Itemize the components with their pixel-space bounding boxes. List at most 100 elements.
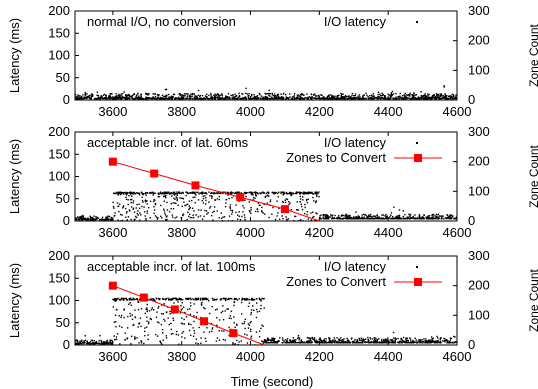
io-latency-point <box>253 93 255 96</box>
io-latency-point <box>335 97 337 100</box>
io-latency-point <box>446 214 449 217</box>
io-latency-point <box>250 209 252 211</box>
io-latency-point <box>251 97 253 100</box>
io-latency-point <box>267 93 270 95</box>
io-latency-point <box>159 340 161 342</box>
io-latency-point <box>174 192 176 195</box>
io-latency-point <box>412 339 414 342</box>
io-latency-point <box>383 340 385 342</box>
io-latency-point <box>180 309 182 311</box>
io-latency-point <box>134 336 136 338</box>
io-latency-point <box>281 337 284 339</box>
io-latency-point <box>145 92 147 95</box>
io-latency-point <box>98 218 101 221</box>
io-latency-point <box>145 326 148 328</box>
io-latency-point <box>383 96 386 99</box>
io-latency-point <box>450 337 453 340</box>
zones-marker <box>170 305 179 314</box>
io-latency-point <box>149 97 151 99</box>
io-latency-point <box>414 94 416 96</box>
io-latency-point <box>194 192 196 194</box>
io-latency-point <box>449 96 452 98</box>
io-latency-point <box>397 342 400 344</box>
io-latency-point <box>332 217 334 220</box>
io-latency-point <box>316 340 318 343</box>
io-latency-point <box>97 97 99 99</box>
io-latency-point <box>427 339 430 341</box>
io-latency-point <box>256 95 258 98</box>
io-latency-point <box>126 96 128 98</box>
io-latency-point <box>207 300 210 302</box>
plot-area <box>75 85 457 100</box>
io-latency-point <box>297 336 300 339</box>
io-latency-point <box>347 340 350 342</box>
io-latency-point <box>331 95 333 97</box>
io-latency-point <box>295 339 297 341</box>
io-latency-point <box>405 217 408 220</box>
io-latency-point <box>323 97 325 100</box>
io-latency-point <box>354 94 356 97</box>
io-latency-point <box>329 214 332 216</box>
io-latency-point <box>135 207 137 209</box>
io-latency-point <box>421 342 423 344</box>
io-latency-point <box>261 324 263 326</box>
io-latency-point <box>381 340 383 342</box>
io-latency-point <box>286 341 288 344</box>
io-latency-point <box>286 338 289 340</box>
io-latency-point <box>220 97 222 100</box>
io-latency-point <box>183 93 186 95</box>
io-latency-point <box>407 94 410 96</box>
io-latency-point <box>273 97 276 99</box>
io-latency-point <box>316 191 318 194</box>
io-latency-point <box>276 342 279 344</box>
io-latency-point <box>394 340 396 342</box>
io-latency-point <box>113 321 116 323</box>
io-latency-point <box>193 329 195 332</box>
io-latency-point <box>378 216 380 218</box>
io-latency-point <box>377 93 379 96</box>
io-latency-point <box>277 94 280 96</box>
io-latency-point <box>127 94 129 96</box>
io-latency-point <box>405 338 407 340</box>
io-latency-point <box>297 334 300 337</box>
io-latency-point <box>307 342 309 344</box>
io-latency-point <box>333 341 335 343</box>
io-latency-point <box>445 217 448 220</box>
io-latency-point <box>271 342 273 344</box>
io-latency-point <box>311 193 314 195</box>
io-latency-point <box>101 216 104 219</box>
io-latency-point <box>311 336 314 339</box>
io-latency-point <box>190 305 192 307</box>
io-latency-point <box>328 341 331 344</box>
io-latency-point <box>178 343 180 345</box>
io-latency-point <box>377 91 380 94</box>
io-latency-point <box>121 96 123 98</box>
io-latency-point <box>439 94 441 97</box>
io-latency-point <box>183 318 185 321</box>
io-latency-point <box>128 303 130 305</box>
io-latency-point <box>167 93 170 96</box>
io-latency-point <box>321 97 323 99</box>
io-latency-point <box>327 94 330 97</box>
io-latency-point <box>347 97 349 100</box>
io-latency-point <box>117 94 119 97</box>
x-tick-label: 4600 <box>443 349 472 364</box>
io-latency-point <box>319 215 321 217</box>
io-latency-point <box>341 214 343 216</box>
io-latency-point <box>91 218 93 221</box>
io-latency-point <box>410 217 412 220</box>
io-latency-point <box>229 97 231 100</box>
io-latency-point <box>228 215 231 217</box>
io-latency-point <box>422 342 424 344</box>
io-latency-point <box>210 195 213 197</box>
io-latency-point <box>274 342 277 344</box>
io-latency-point <box>270 96 273 98</box>
io-latency-point <box>392 93 395 95</box>
io-latency-point <box>340 218 342 220</box>
io-latency-point <box>306 93 308 95</box>
io-latency-point <box>142 192 145 195</box>
io-latency-point <box>390 93 393 95</box>
io-latency-point <box>79 97 81 100</box>
io-latency-point <box>423 217 425 219</box>
io-latency-point <box>160 323 163 326</box>
